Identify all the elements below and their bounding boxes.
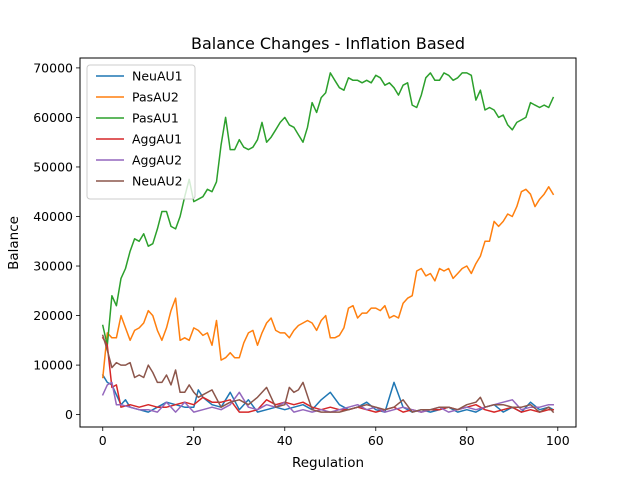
x-tick-label: 80 [459,433,475,448]
legend-label-pasau1: PasAU1 [132,111,179,126]
plot-lines [101,72,555,414]
y-tick-label: 20000 [33,308,73,323]
x-tick-label: 0 [99,433,107,448]
legend-box [86,64,196,200]
x-tick-label: 20 [186,433,202,448]
y-axis-ticks: 0 10000 20000 30000 40000 50000 60000 70000 [33,60,80,422]
series-line-pasau2 [101,186,555,379]
y-axis-label: Balance [6,216,22,270]
chart-title: Balance Changes - Inflation Based [191,34,465,53]
x-tick-label: 100 [546,433,570,448]
legend-label-neuau1: NeuAU1 [132,69,183,84]
y-tick-label: 50000 [33,159,73,174]
y-tick-label: 70000 [33,60,73,75]
y-tick-label: 40000 [33,209,73,224]
y-tick-label: 10000 [33,358,73,373]
plot-frame [79,57,577,428]
x-tick-label: 40 [277,433,293,448]
legend-label-pasau2: PasAU2 [132,90,179,105]
x-tick-label: 60 [368,433,384,448]
series-line-neuau2 [101,334,555,414]
y-tick-label: 0 [65,407,73,422]
series-line-aggau2 [101,381,554,413]
x-axis-ticks: 0 20 40 60 80 100 [99,427,570,448]
y-tick-label: 60000 [33,110,73,125]
y-tick-label: 30000 [33,259,73,274]
legend-label-aggau1: AggAU1 [132,132,182,147]
series-line-pasau1 [101,72,555,347]
legend-label-neuau2: NeuAU2 [132,174,183,189]
legend-label-aggau2: AggAU2 [132,153,182,168]
x-axis-label: Regulation [292,455,364,471]
legend: NeuAU1 PasAU2 PasAU1 AggAU1 AggAU2 NeuAU2 [86,64,196,200]
